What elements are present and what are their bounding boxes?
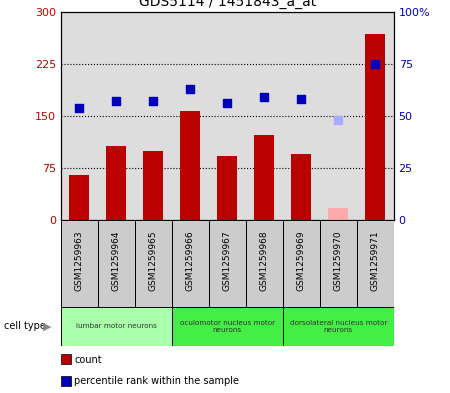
Bar (61, 220, 98, 307)
Text: lumbar motor neurons: lumbar motor neurons (76, 323, 157, 329)
Point (76, 105, 83, 111)
Text: dorsolateral nucleus motor
neurons: dorsolateral nucleus motor neurons (289, 320, 387, 333)
Bar (106, 146, 126, 220)
Bar (283, 220, 320, 307)
Text: GSM1259964: GSM1259964 (112, 230, 121, 291)
Bar (328, 208, 348, 220)
Bar (320, 220, 357, 307)
Text: GSM1259969: GSM1259969 (297, 230, 306, 291)
Bar (69, 175, 90, 220)
Bar (172, 307, 283, 346)
Point (261, 94, 268, 100)
Text: cell type: cell type (4, 321, 46, 331)
Text: percentile rank within the sample: percentile rank within the sample (74, 376, 239, 386)
Text: GSM1259965: GSM1259965 (149, 230, 158, 291)
Text: GSM1259966: GSM1259966 (186, 230, 195, 291)
Bar (283, 307, 394, 346)
Bar (209, 220, 246, 307)
Text: GSM1259963: GSM1259963 (75, 230, 84, 291)
Text: count: count (74, 354, 102, 365)
Bar (246, 220, 283, 307)
Bar (61, 307, 172, 346)
Bar (98, 220, 135, 307)
Point (297, 96, 305, 103)
Text: oculomotor nucleus motor
neurons: oculomotor nucleus motor neurons (180, 320, 275, 333)
Point (150, 98, 157, 105)
Bar (143, 151, 163, 220)
Text: GSM1259971: GSM1259971 (371, 230, 380, 291)
Bar (217, 156, 238, 220)
Text: GSM1259967: GSM1259967 (223, 230, 232, 291)
Point (112, 98, 120, 105)
Title: GDS5114 / 1451843_a_at: GDS5114 / 1451843_a_at (139, 0, 316, 9)
Bar (365, 34, 385, 220)
Point (335, 117, 342, 123)
Point (372, 61, 379, 67)
Bar (254, 135, 274, 220)
Bar (172, 220, 209, 307)
Bar (180, 111, 200, 220)
Text: GSM1259970: GSM1259970 (334, 230, 343, 291)
Bar (357, 220, 394, 307)
Point (224, 100, 231, 107)
Text: ▶: ▶ (43, 321, 51, 331)
Text: GSM1259968: GSM1259968 (260, 230, 269, 291)
Bar (135, 220, 172, 307)
Point (187, 86, 194, 92)
Bar (291, 154, 311, 220)
